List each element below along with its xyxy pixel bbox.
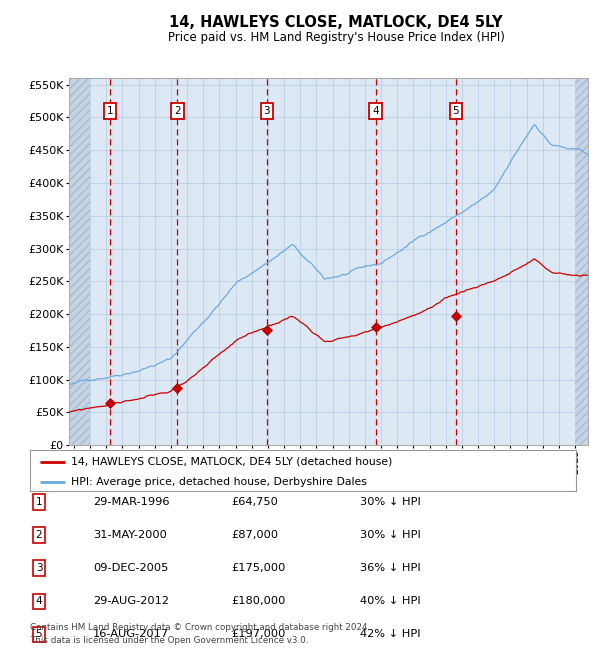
Text: 14, HAWLEYS CLOSE, MATLOCK, DE4 5LY: 14, HAWLEYS CLOSE, MATLOCK, DE4 5LY bbox=[169, 14, 503, 30]
Text: 30% ↓ HPI: 30% ↓ HPI bbox=[360, 530, 421, 540]
Text: 36% ↓ HPI: 36% ↓ HPI bbox=[360, 563, 421, 573]
Text: 4: 4 bbox=[372, 106, 379, 116]
Text: 1: 1 bbox=[107, 106, 113, 116]
Text: 3: 3 bbox=[263, 106, 270, 116]
Text: 4: 4 bbox=[35, 596, 43, 606]
Text: £180,000: £180,000 bbox=[231, 596, 286, 606]
Polygon shape bbox=[69, 78, 90, 445]
Text: 5: 5 bbox=[35, 629, 43, 640]
Text: £64,750: £64,750 bbox=[231, 497, 278, 507]
Text: Contains HM Land Registry data © Crown copyright and database right 2024.
This d: Contains HM Land Registry data © Crown c… bbox=[30, 623, 370, 645]
Text: 2: 2 bbox=[35, 530, 43, 540]
Text: £175,000: £175,000 bbox=[231, 563, 286, 573]
Text: 3: 3 bbox=[35, 563, 43, 573]
Text: 5: 5 bbox=[452, 106, 459, 116]
Text: 30% ↓ HPI: 30% ↓ HPI bbox=[360, 497, 421, 507]
Text: 40% ↓ HPI: 40% ↓ HPI bbox=[360, 596, 421, 606]
Text: 31-MAY-2000: 31-MAY-2000 bbox=[93, 530, 167, 540]
Text: 29-AUG-2012: 29-AUG-2012 bbox=[93, 596, 169, 606]
Text: 14, HAWLEYS CLOSE, MATLOCK, DE4 5LY (detached house): 14, HAWLEYS CLOSE, MATLOCK, DE4 5LY (det… bbox=[71, 457, 392, 467]
Text: 2: 2 bbox=[174, 106, 181, 116]
Text: Price paid vs. HM Land Registry's House Price Index (HPI): Price paid vs. HM Land Registry's House … bbox=[167, 31, 505, 44]
Text: 42% ↓ HPI: 42% ↓ HPI bbox=[360, 629, 421, 640]
Text: 16-AUG-2017: 16-AUG-2017 bbox=[93, 629, 169, 640]
Text: 1: 1 bbox=[35, 497, 43, 507]
Text: 29-MAR-1996: 29-MAR-1996 bbox=[93, 497, 170, 507]
Text: 09-DEC-2005: 09-DEC-2005 bbox=[93, 563, 169, 573]
Text: £197,000: £197,000 bbox=[231, 629, 286, 640]
Polygon shape bbox=[575, 78, 588, 445]
Text: HPI: Average price, detached house, Derbyshire Dales: HPI: Average price, detached house, Derb… bbox=[71, 477, 367, 487]
Text: £87,000: £87,000 bbox=[231, 530, 278, 540]
